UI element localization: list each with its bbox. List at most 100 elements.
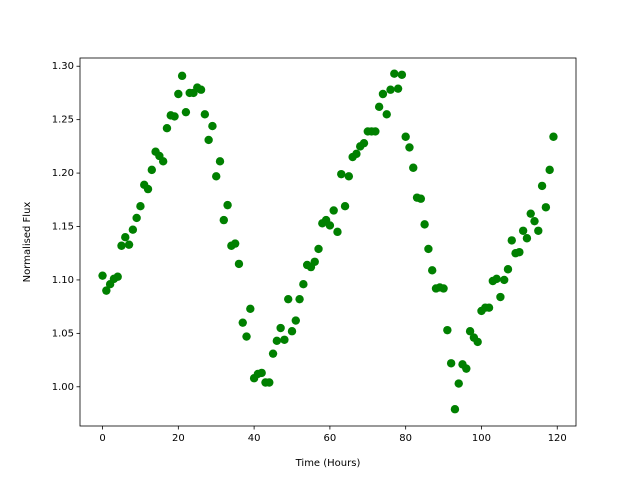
point [265,378,274,387]
point [424,244,433,254]
point [208,121,217,131]
point [390,69,399,78]
point [212,172,221,181]
point [124,240,134,249]
y-axis-label: Normalised Flux [22,202,33,283]
point [530,216,539,226]
y-tick-label: 1.10 [52,275,74,286]
point [238,318,247,327]
point [371,127,380,136]
point [143,184,153,194]
point [393,84,403,93]
point [333,227,342,237]
point [446,359,456,368]
point [499,275,509,285]
point [428,266,437,275]
x-tick-label: 0 [99,433,105,444]
point [287,327,297,336]
point [299,280,308,289]
point [439,284,448,293]
x-tick-label: 80 [399,433,412,444]
x-tick-label: 20 [172,433,185,444]
point [409,163,418,172]
point [405,143,414,152]
point [397,70,407,79]
point [272,336,282,346]
point [291,316,300,325]
point [537,181,547,191]
point [352,149,361,159]
point [374,102,384,112]
point [204,135,213,145]
point [465,327,475,336]
point [219,215,228,225]
point [200,110,210,119]
point [132,213,141,223]
point [515,247,524,257]
point [518,226,528,235]
point [295,294,304,304]
point [420,220,429,229]
point [522,234,532,243]
point [314,244,323,254]
point [503,265,513,274]
point [196,85,206,94]
point [242,332,251,341]
y-tick-label: 1.25 [52,115,74,126]
point [215,157,225,166]
y-tick-label: 1.20 [52,168,74,179]
point [549,132,558,141]
point [113,272,122,281]
point [382,110,391,119]
y-tick-label: 1.15 [52,222,74,233]
point [454,379,463,388]
x-axis-label: Time (Hours) [295,458,361,469]
point [128,225,138,234]
point [462,364,471,373]
point [526,209,535,218]
point [177,71,187,81]
point [337,169,346,179]
point [234,259,244,269]
point [401,132,410,141]
point [280,335,289,344]
point [545,165,554,175]
point [162,124,172,133]
point [268,349,278,358]
point [117,241,126,250]
point [359,138,369,148]
point [340,202,350,211]
point [181,107,191,117]
point [344,172,354,181]
point [223,200,232,210]
point [147,165,157,175]
y-tick-label: 1.00 [52,382,74,393]
point [276,323,285,333]
point [443,325,452,335]
point [102,286,111,295]
point [98,271,107,280]
point [492,274,501,284]
point [386,85,395,94]
x-tick-label: 60 [324,433,337,444]
point [174,89,183,99]
point [507,236,516,245]
y-tick-label: 1.30 [52,61,74,72]
x-tick-label: 120 [548,433,567,444]
point [121,232,130,242]
plot-frame [79,57,577,427]
point [136,202,145,211]
point [310,257,319,266]
x-tick-label: 100 [472,433,491,444]
point [230,239,240,248]
point [325,221,335,230]
point [450,405,460,414]
point [534,226,543,235]
y-tick-label: 1.05 [52,328,74,339]
point [541,203,551,212]
x-tick-label: 40 [248,433,261,444]
point [246,304,255,313]
point [284,294,293,304]
point [484,303,494,312]
